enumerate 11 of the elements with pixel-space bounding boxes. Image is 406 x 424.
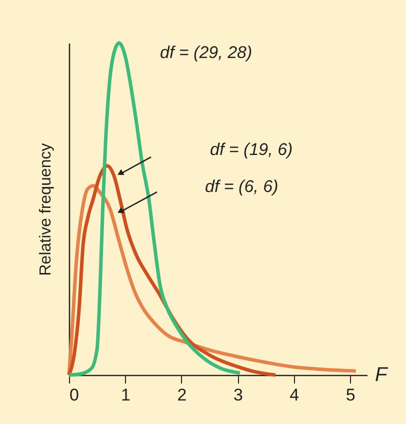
y-axis-title: Relative frequency bbox=[38, 143, 54, 276]
x-tick-label: 2 bbox=[177, 386, 187, 404]
x-tick-label: 4 bbox=[290, 386, 300, 404]
x-axis-title: F bbox=[375, 364, 389, 386]
x-tick-label: 3 bbox=[233, 386, 243, 404]
x-tick-label: 5 bbox=[346, 386, 356, 404]
x-tick-label: 1 bbox=[120, 386, 130, 404]
annotation: df = (19, 6) bbox=[210, 140, 293, 159]
annotation: df = (29, 28) bbox=[160, 43, 252, 62]
x-tick-label: 0 bbox=[70, 386, 79, 404]
annotation: df = (6, 6) bbox=[205, 177, 278, 196]
